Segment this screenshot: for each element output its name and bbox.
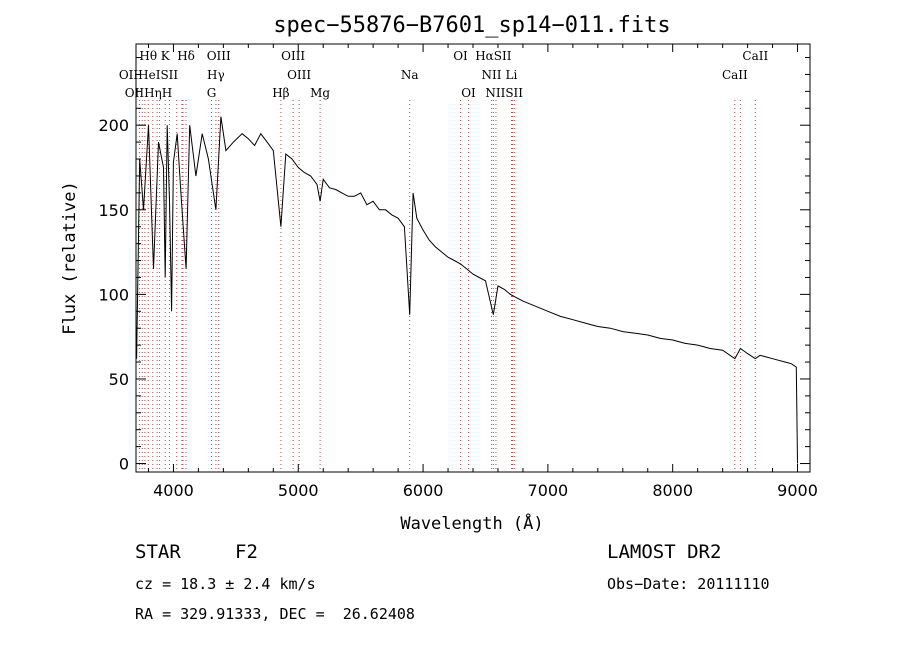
x-tick-label: 6000 [403,481,444,500]
x-tick-label: 5000 [278,481,319,500]
line-label: OIIHηH [125,86,172,100]
line-label: HαSII [475,49,512,63]
line-label: G [207,86,217,100]
line-label: NIISII [485,86,523,100]
redshift-cz: cz = 18.3 ± 2.4 km/s [135,575,316,593]
chart-title: spec−55876−B7601_sp14−011.fits [273,13,670,38]
line-label: K [161,49,171,63]
x-axis-ticks: 4000 5000 6000 7000 8000 9000 [147,44,818,500]
y-axis-label: Flux (relative) [60,181,80,335]
line-label: OIII [207,49,231,63]
line-label: Hθ [139,49,157,63]
line-label: CaII [742,49,768,63]
line-label: OIIHeISII [119,68,179,82]
spectrum-series [136,116,798,464]
y-tick-label: 50 [109,370,129,389]
line-label: Hδ [177,49,195,63]
y-axis-ticks: 0 50 100 150 200 [98,57,810,474]
y-tick-label: 0 [119,455,129,474]
object-class: STAR [135,541,181,563]
line-label: OIII [287,68,311,82]
emission-line-labels: Hθ K Hδ OIII OIII OI HαSII CaII OIIHeISII Hγ OIII N… [119,49,769,100]
plot-frame [135,43,811,473]
x-tick-label: 9000 [777,481,818,500]
y-tick-label: 150 [98,201,129,220]
x-axis-label: Wavelength (Å) [400,512,543,534]
y-tick-label: 200 [98,116,129,135]
line-label: OIII [281,49,305,63]
x-tick-label: 7000 [528,481,569,500]
line-label: OI [453,49,468,63]
line-label: Hγ [207,68,225,82]
line-label: Li [506,68,518,82]
emission-line-markers [138,100,756,472]
y-tick-label: 100 [98,285,129,304]
line-label: OI [461,86,476,100]
survey-name: LAMOST DR2 [607,541,722,563]
coordinates: RA = 329.91333, DEC = 26.62408 [135,605,415,623]
observation-date: Obs−Date: 20111110 [607,575,770,593]
line-label: Hβ [272,86,289,100]
line-label: CaII [722,68,748,82]
line-label: NII [481,68,501,82]
line-label: Mg [310,86,330,100]
x-tick-label: 4000 [153,481,194,500]
x-tick-label: 8000 [652,481,693,500]
object-subclass: F2 [235,541,258,563]
line-label: Na [401,68,419,82]
